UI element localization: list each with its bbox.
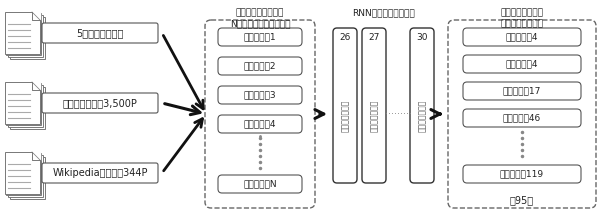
FancyBboxPatch shape <box>218 28 302 46</box>
Text: カテゴリー119: カテゴリー119 <box>500 170 544 178</box>
FancyBboxPatch shape <box>218 115 302 133</box>
Polygon shape <box>32 82 40 90</box>
Text: カテゴリー4: カテゴリー4 <box>244 119 276 128</box>
FancyBboxPatch shape <box>362 28 386 183</box>
Text: 26: 26 <box>340 33 350 43</box>
Text: 今年度出題される
カテゴリーを予測: 今年度出題される カテゴリーを予測 <box>500 8 544 28</box>
Text: 年度の出題傾向: 年度の出題傾向 <box>370 99 379 132</box>
Text: カテゴリー4: カテゴリー4 <box>506 33 538 42</box>
FancyBboxPatch shape <box>463 55 581 73</box>
FancyBboxPatch shape <box>410 28 434 183</box>
Text: RNNで出題傾向を学習: RNNで出題傾向を学習 <box>352 8 415 17</box>
Text: 5年分の過去問題: 5年分の過去問題 <box>76 28 124 38</box>
Text: 文章分類エンジンで
N個のカテゴリーに分類: 文章分類エンジンで N個のカテゴリーに分類 <box>230 8 290 28</box>
Text: Wikipedia法律用語344P: Wikipedia法律用語344P <box>52 168 148 178</box>
FancyBboxPatch shape <box>218 86 302 104</box>
Bar <box>8 15 43 57</box>
Text: 計95問: 計95問 <box>510 195 534 205</box>
Polygon shape <box>32 152 40 160</box>
FancyBboxPatch shape <box>218 57 302 75</box>
FancyBboxPatch shape <box>42 93 158 113</box>
Text: カテゴリー46: カテゴリー46 <box>503 114 541 122</box>
Bar <box>5 82 40 124</box>
Text: カテゴリー4: カテゴリー4 <box>506 59 538 69</box>
Bar <box>8 85 43 127</box>
FancyBboxPatch shape <box>333 28 357 183</box>
FancyBboxPatch shape <box>463 28 581 46</box>
Bar <box>10 87 45 129</box>
Bar <box>6 153 41 195</box>
FancyBboxPatch shape <box>42 163 158 183</box>
FancyBboxPatch shape <box>463 109 581 127</box>
Text: .........: ......... <box>385 105 412 115</box>
Text: カテゴリー1: カテゴリー1 <box>244 33 277 42</box>
Bar <box>6 13 41 55</box>
FancyBboxPatch shape <box>42 23 158 43</box>
Text: カテゴリー2: カテゴリー2 <box>244 62 276 71</box>
Bar <box>10 17 45 59</box>
Text: テキスト問題集3,500P: テキスト問題集3,500P <box>62 98 137 108</box>
Bar <box>6 83 41 125</box>
FancyBboxPatch shape <box>463 165 581 183</box>
Text: カテゴリー17: カテゴリー17 <box>503 86 541 95</box>
Bar <box>8 155 43 197</box>
Bar <box>5 12 40 54</box>
Bar <box>5 152 40 194</box>
FancyBboxPatch shape <box>463 82 581 100</box>
Text: 27: 27 <box>368 33 380 43</box>
Text: 年度の出題傾向: 年度の出題傾向 <box>418 99 427 132</box>
Text: 30: 30 <box>416 33 428 43</box>
Text: カテゴリー3: カテゴリー3 <box>244 91 277 99</box>
Text: 年度の出題傾向: 年度の出題傾向 <box>341 99 349 132</box>
Bar <box>10 157 45 199</box>
FancyBboxPatch shape <box>218 175 302 193</box>
Text: カテゴリーN: カテゴリーN <box>243 180 277 189</box>
Polygon shape <box>32 12 40 20</box>
